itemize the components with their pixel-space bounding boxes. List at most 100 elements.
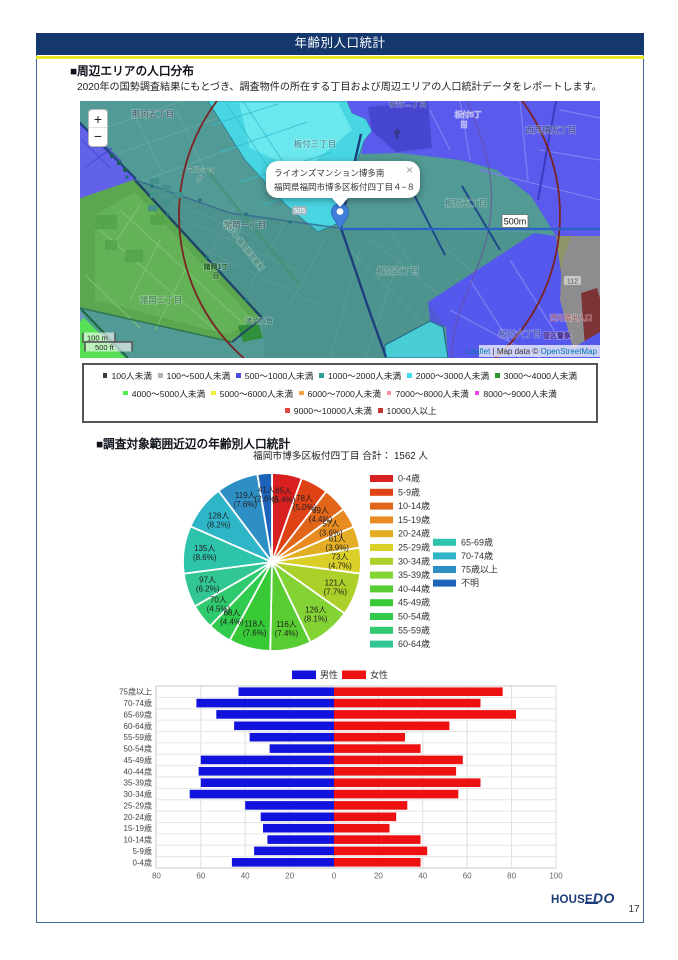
svg-text:15-19歳: 15-19歳 [124,823,152,833]
svg-text:55-59歳: 55-59歳 [124,732,152,742]
svg-text:西月隈出入口: 西月隈出入口 [550,313,592,322]
svg-text:100 m: 100 m [87,334,108,343]
svg-text:板付五丁目: 板付五丁目 [445,198,488,208]
svg-text:20: 20 [285,872,294,881]
svg-text:男性: 男性 [320,669,338,680]
svg-text:35-39歳: 35-39歳 [124,778,152,788]
svg-text:80: 80 [152,872,161,881]
svg-text:0-4歳: 0-4歳 [398,473,420,484]
svg-text:65-69歳: 65-69歳 [124,709,152,719]
svg-text:55-59歳: 55-59歳 [398,624,430,635]
svg-text:135人: 135人 [194,544,215,553]
svg-text:(8.2%): (8.2%) [207,520,231,529]
svg-text:(5.0%): (5.0%) [293,503,317,512]
svg-text:70-74歳: 70-74歳 [124,698,152,708]
svg-text:25-29歳: 25-29歳 [124,800,152,810]
svg-text:57人: 57人 [322,520,339,529]
svg-text:128人: 128人 [208,511,229,520]
svg-text:5-9歳: 5-9歳 [132,846,152,856]
svg-text:(2.6%): (2.6%) [255,495,279,504]
svg-text:500 ft: 500 ft [95,343,115,352]
svg-text:諸岡一丁目: 諸岡一丁目 [224,220,267,230]
svg-text:(8.6%): (8.6%) [193,553,217,562]
svg-text:121人: 121人 [325,578,346,587]
svg-text:(7.4%): (7.4%) [275,629,299,638]
svg-text:60: 60 [196,872,205,881]
svg-text:10-14歳: 10-14歳 [398,500,430,511]
svg-text:(7.6%): (7.6%) [243,628,267,637]
svg-text:20-24歳: 20-24歳 [398,528,430,539]
svg-text:45-49歳: 45-49歳 [398,597,430,608]
svg-text:78人: 78人 [296,494,313,503]
svg-text:45-49歳: 45-49歳 [124,755,152,765]
svg-text:116人: 116人 [276,620,297,629]
svg-text:85人: 85人 [275,487,292,496]
svg-text:女性: 女性 [370,669,388,680]
svg-text:板付六丁目: 板付六丁目 [499,329,542,339]
svg-text:諸岡三丁目: 諸岡三丁目 [140,295,183,305]
svg-text:(3.6%): (3.6%) [319,529,343,538]
svg-text:西月隈五丁目: 西月隈五丁目 [525,125,576,135]
svg-text:500m: 500m [504,217,527,227]
svg-text:Leaflet | Map data © OpenStree: Leaflet | Map data © OpenStreetMap [466,347,597,356]
svg-text:(7.6%): (7.6%) [234,500,258,509]
svg-text:0-4歳: 0-4歳 [132,857,152,867]
svg-text:30-34歳: 30-34歳 [124,789,152,799]
svg-text:50-54歳: 50-54歳 [398,611,430,622]
svg-text:118人: 118人 [244,619,265,628]
svg-text:65-69歳: 65-69歳 [461,536,493,547]
svg-text:112: 112 [567,279,578,286]
svg-text:100: 100 [549,872,563,881]
svg-text:70-74歳: 70-74歳 [461,550,493,561]
svg-text:20: 20 [374,872,383,881]
svg-text:40: 40 [418,872,427,881]
svg-text:諸岡四角: 諸岡四角 [245,316,273,325]
svg-text:(3.9%): (3.9%) [325,543,349,552]
svg-text:68人: 68人 [223,608,240,617]
svg-text:60: 60 [463,872,472,881]
svg-text:10-14歳: 10-14歳 [124,835,152,845]
svg-text:板付三丁目: 板付三丁目 [294,139,337,149]
svg-text:板付四丁目: 板付四丁目 [377,266,420,276]
svg-text:(8.1%): (8.1%) [304,615,328,624]
svg-text:73人: 73人 [332,552,349,561]
svg-text:40: 40 [241,872,250,881]
svg-text:15-19歳: 15-19歳 [398,514,430,525]
svg-text:30-34歳: 30-34歳 [398,555,430,566]
svg-text:(6.2%): (6.2%) [196,584,220,593]
svg-text:マルショ: マルショ [187,166,215,174]
svg-text:0: 0 [332,872,337,881]
svg-text:505: 505 [294,208,306,215]
svg-text:(7.7%): (7.7%) [324,587,348,596]
svg-text:69人: 69人 [312,506,329,515]
svg-text:ク: ク [197,175,204,183]
svg-text:70人: 70人 [210,595,227,604]
svg-text:(4.4%): (4.4%) [220,617,244,626]
svg-text:75歳以上: 75歳以上 [461,564,498,575]
svg-text:板付5丁: 板付5丁 [455,109,482,119]
svg-text:41人: 41人 [258,486,275,495]
svg-text:板付…丁目: 板付…丁目 [389,101,427,108]
svg-text:不明: 不明 [461,578,479,588]
svg-text:61人: 61人 [329,534,346,543]
svg-text:25-29歳: 25-29歳 [398,542,430,553]
svg-text:80: 80 [507,872,516,881]
svg-text:(4.4%): (4.4%) [309,515,333,524]
svg-text:管区警察: 管区警察 [543,331,572,340]
svg-text:50-54歳: 50-54歳 [124,744,152,754]
svg-text:40-44歳: 40-44歳 [398,583,430,594]
svg-text:75歳以上: 75歳以上 [119,687,152,697]
svg-text:諸岡1丁: 諸岡1丁 [204,262,229,271]
svg-text:(4.7%): (4.7%) [328,561,352,570]
svg-text:(4.5%): (4.5%) [207,604,231,613]
svg-text:60-64歳: 60-64歳 [124,721,152,731]
svg-text:目: 目 [213,272,220,280]
svg-text:5-9歳: 5-9歳 [398,486,420,497]
svg-text:126人: 126人 [305,606,326,615]
svg-text:20-24歳: 20-24歳 [124,812,152,822]
svg-text:目: 目 [460,120,468,129]
svg-text:119人: 119人 [235,491,256,500]
svg-text:那珂五丁目: 那珂五丁目 [132,109,175,119]
svg-text:35-39歳: 35-39歳 [398,569,430,580]
svg-text:(5.4%): (5.4%) [272,496,296,505]
